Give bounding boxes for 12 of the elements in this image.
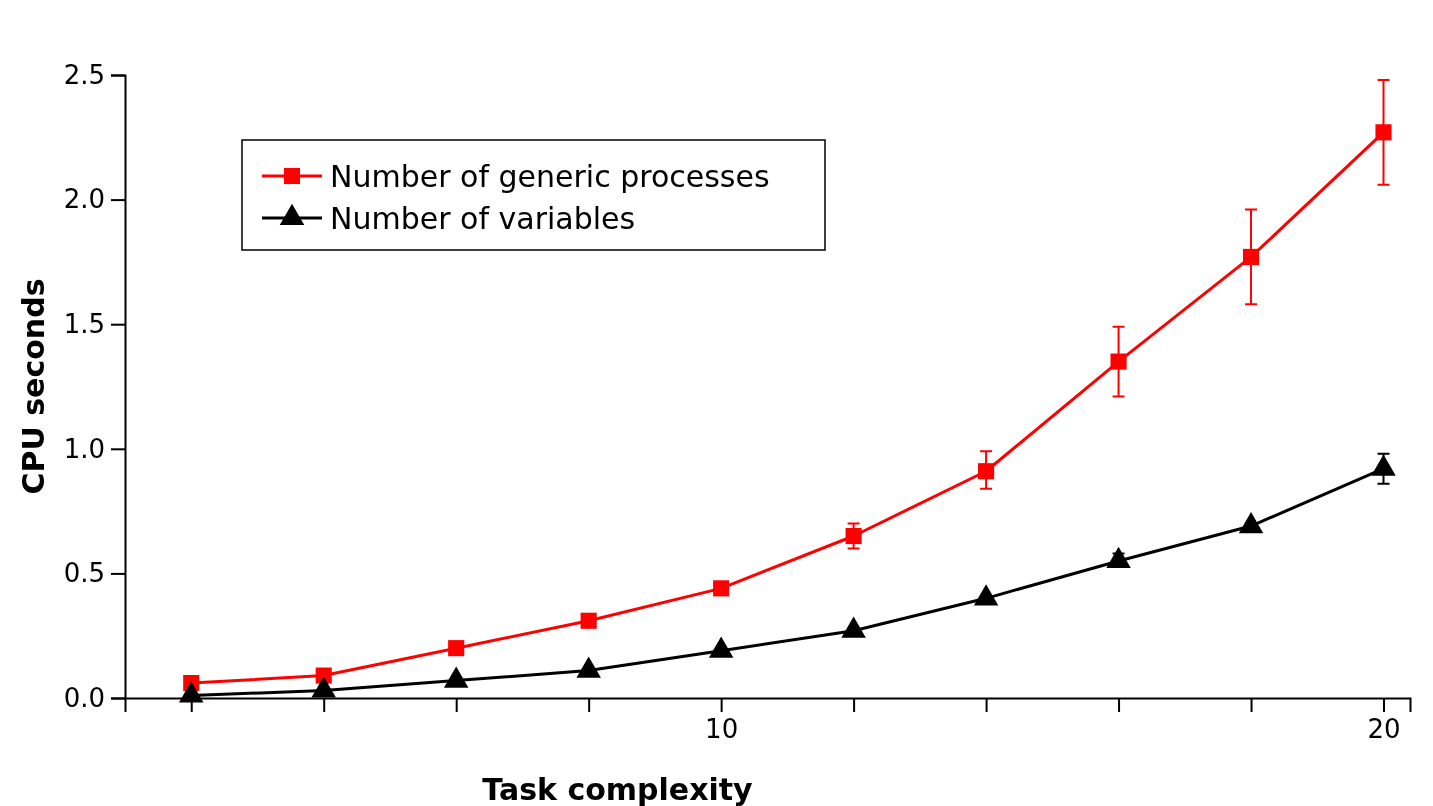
y-tick-label: 2.0 <box>63 184 105 215</box>
legend-label: Number of generic processes <box>330 159 770 194</box>
legend-label: Number of variables <box>330 201 636 236</box>
y-axis-title: CPU seconds <box>16 278 51 495</box>
y-tick-label: 0.0 <box>63 682 105 713</box>
y-tick-label: 1.0 <box>63 433 105 464</box>
x-axis-title: Task complexity <box>482 772 754 806</box>
y-tick-label: 2.5 <box>63 59 105 90</box>
y-tick-label: 0.5 <box>63 558 105 589</box>
x-tick-label: 10 <box>705 714 739 745</box>
x-tick-label: 20 <box>1367 714 1401 745</box>
y-tick-label: 1.5 <box>63 309 105 340</box>
